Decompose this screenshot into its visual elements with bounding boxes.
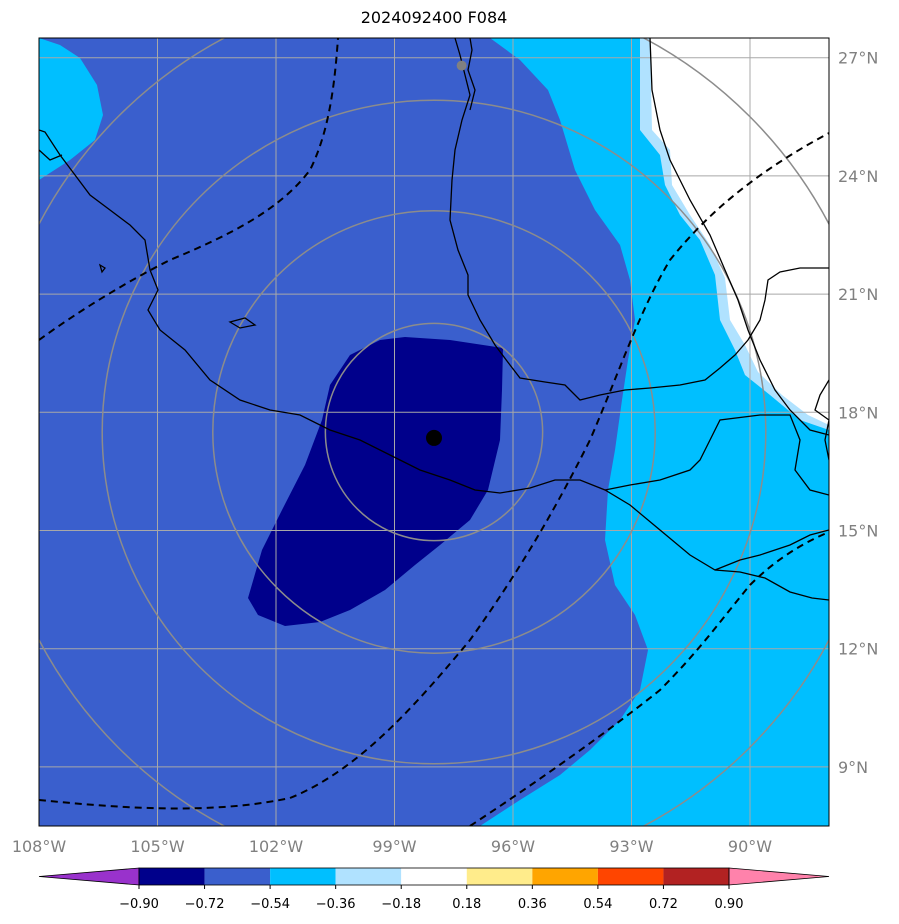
coastline-gulf-of-mexico [449,38,829,401]
longitude-labels: 108°W 105°W 102°W 99°W 96°W 93°W 90°W [12,837,772,856]
island-small [98,263,106,274]
lat-tick-label: 12°N [838,640,878,659]
island-islas-marias [228,317,257,329]
border-mexico-guatemala [604,414,829,496]
colorbar-segment [270,868,336,885]
lat-tick-label: 18°N [838,403,878,422]
lat-tick-label: 9°N [838,758,868,777]
field-band-090-072 [248,337,503,626]
graticule [39,38,829,826]
storm-center-marker [426,429,442,446]
lon-tick-label: 105°W [130,837,185,856]
secondary-point-marker [456,60,467,71]
lon-tick-label: 96°W [491,837,535,856]
latitude-labels: 9°N 12°N 15°N 18°N 21°N 24°N 27°N [838,49,878,777]
colorbar-tick-label: −0.72 [185,897,225,912]
range-ring [101,99,767,765]
colorbar-tick-label: −0.36 [316,897,356,912]
coastline-mexico-pacific [39,129,829,601]
colorbar-tick-label: −0.90 [119,897,159,912]
range-rings [39,38,829,826]
coastline-yucatan-east [814,379,829,461]
colorbar-tick-label: 0.72 [649,897,678,912]
coastlines [39,38,829,601]
field-band-054-036-northwest [39,38,103,180]
coastline-texas [467,38,476,111]
map-frame [38,37,830,827]
contour-west [39,38,339,341]
colorbar-extend-low [38,867,140,886]
lat-tick-label: 27°N [838,49,878,68]
colorbar-outline [138,867,730,886]
colorbar-tick-label: −0.18 [381,897,421,912]
lon-tick-label: 102°W [249,837,304,856]
coastline-florida [649,38,829,436]
coastline-gulf-of-california [39,149,63,161]
colorbar-tick-label: 0.36 [518,897,547,912]
colorbar-tick-label: 0.54 [583,897,612,912]
lat-tick-label: 24°N [838,167,878,186]
map-field [39,38,829,826]
contour-south [39,132,829,810]
colorbar-segment [663,868,729,885]
colorbar-tick-label: −0.54 [250,897,290,912]
colorbar-segment [597,868,664,885]
colorbar-tick-label: 0.18 [452,897,481,912]
colorbar-segment [401,868,467,885]
colorbar: −0.90 −0.72 −0.54 −0.36 −0.18 0.18 0.36 0.54 0.7… [38,867,830,912]
field-band-neutral [650,38,829,425]
colorbar-segment [204,868,271,885]
colorbar-segment [532,868,598,885]
range-ring [212,210,656,654]
lon-tick-label: 93°W [609,837,653,856]
map-title: 2024092400 F084 [360,8,508,27]
colorbar-segment [335,868,402,885]
dashed-contours [39,38,829,826]
lon-tick-label: 99°W [372,837,416,856]
colorbar-extend-high [728,867,830,886]
coastline-central-america-gulf [714,529,829,571]
lon-tick-label: 90°W [728,837,772,856]
colorbar-tick-label: 0.90 [715,897,744,912]
lon-tick-label: 108°W [12,837,67,856]
colorbar-segment [466,868,533,885]
lat-tick-label: 21°N [838,285,878,304]
contour-southeast [469,531,829,826]
colorbar-segment [139,868,205,885]
range-ring [324,322,544,542]
lat-tick-label: 15°N [838,522,878,541]
